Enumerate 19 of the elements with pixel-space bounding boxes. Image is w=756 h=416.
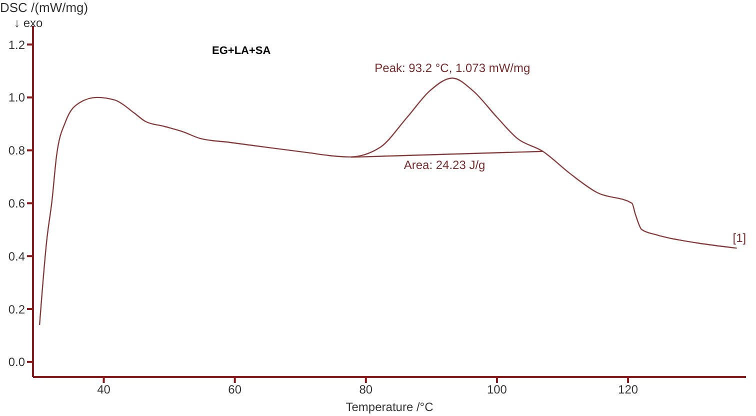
annotation: Area: 24.23 J/g [404, 158, 486, 172]
x-tick-label: 60 [228, 382, 242, 397]
x-axis-title: Temperature /°C [346, 400, 434, 414]
annotation: [1] [732, 231, 746, 246]
annotation: ↓ exo [14, 16, 43, 30]
y-tick-label: 1.0 [8, 90, 26, 105]
y-tick-label: 0.4 [8, 249, 26, 264]
x-tick-label: 100 [486, 382, 508, 397]
text: EG+LA+SA [212, 45, 271, 57]
y-tick-label: 0.8 [8, 144, 26, 158]
x-tick-label: 80 [359, 382, 373, 397]
y-tick-label: 0.0 [8, 355, 26, 370]
annotation: Peak: 93.2 °C, 1.073 mW/mg [374, 61, 530, 76]
y-tick-label: 1.2 [8, 38, 26, 52]
y-axis-title: DSC /(mW/mg) [0, 0, 88, 15]
x-tick-label: 120 [618, 382, 638, 397]
y-tick-label: 0.2 [8, 302, 26, 316]
y-tick-label: 0.6 [8, 196, 26, 210]
x-tick-label: 40 [97, 382, 111, 397]
